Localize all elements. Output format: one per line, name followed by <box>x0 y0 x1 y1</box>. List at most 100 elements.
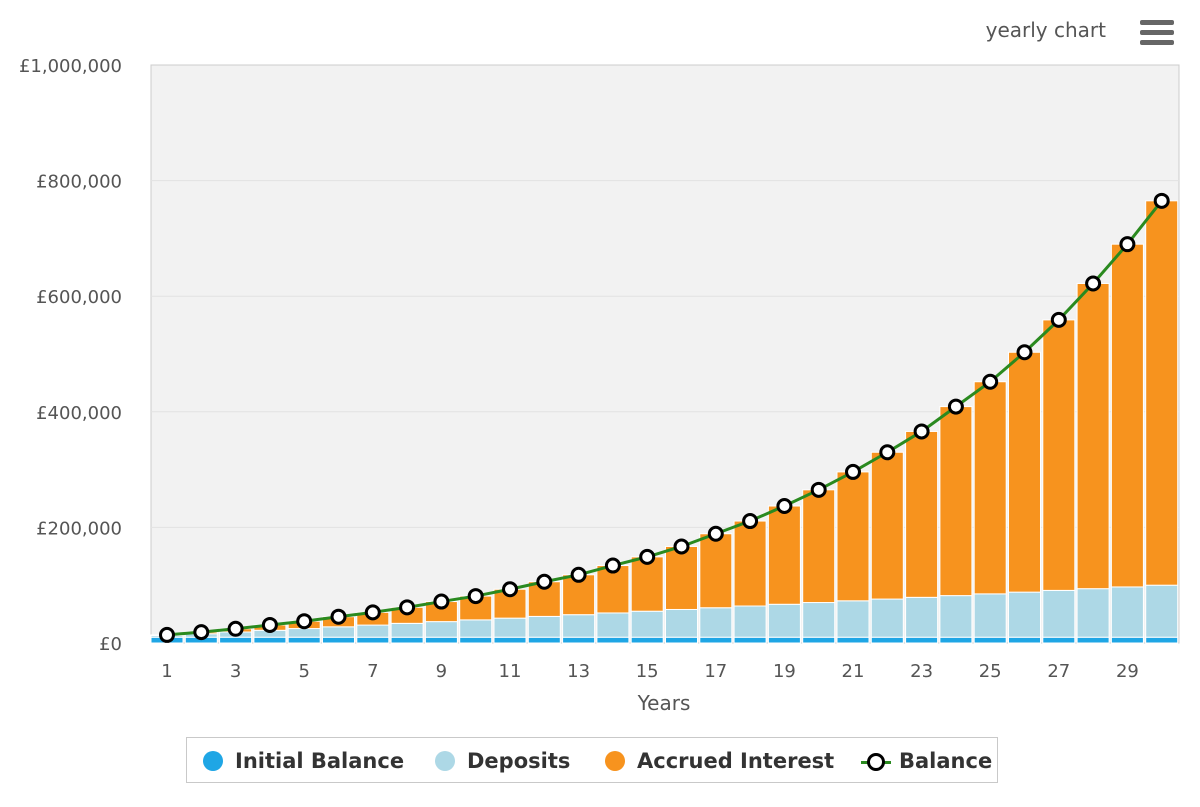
bar-deposits[interactable] <box>390 622 424 638</box>
bar-initial-balance[interactable] <box>562 636 596 644</box>
bar-deposits[interactable] <box>1042 589 1076 638</box>
bar-deposits[interactable] <box>699 607 733 638</box>
bar-initial-balance[interactable] <box>287 636 321 644</box>
bar-deposits[interactable] <box>802 602 836 638</box>
bar-initial-balance[interactable] <box>1008 636 1041 644</box>
bar-initial-balance[interactable] <box>219 636 253 644</box>
balance-point[interactable] <box>227 620 244 637</box>
bar-deposits[interactable] <box>596 612 630 638</box>
bar-deposits[interactable] <box>939 595 973 638</box>
hamburger-menu-icon[interactable] <box>1140 20 1174 48</box>
balance-point[interactable] <box>193 624 210 641</box>
bar-initial-balance[interactable] <box>802 636 836 644</box>
bar-initial-balance[interactable] <box>836 636 870 644</box>
bar-deposits[interactable] <box>1008 591 1041 638</box>
bar-deposits[interactable] <box>767 603 801 638</box>
bar-accrued-interest[interactable] <box>1008 351 1041 593</box>
bar-accrued-interest[interactable] <box>905 430 939 598</box>
bar-deposits[interactable] <box>493 617 527 638</box>
legend-item-initial-balance[interactable]: Initial Balance <box>203 749 404 773</box>
bar-initial-balance[interactable] <box>699 636 733 644</box>
balance-point[interactable] <box>913 423 930 440</box>
bar-deposits[interactable] <box>527 615 561 638</box>
bar-deposits[interactable] <box>322 626 355 638</box>
bar-initial-balance[interactable] <box>1076 636 1110 644</box>
balance-point[interactable] <box>742 513 759 530</box>
balance-point[interactable] <box>261 616 278 633</box>
bar-deposits[interactable] <box>973 593 1007 638</box>
bar-initial-balance[interactable] <box>733 636 767 644</box>
balance-point[interactable] <box>364 604 381 621</box>
balance-point[interactable] <box>1119 236 1136 253</box>
bar-initial-balance[interactable] <box>630 636 664 644</box>
balance-point[interactable] <box>776 498 793 515</box>
bar-deposits[interactable] <box>665 608 698 638</box>
balance-point[interactable] <box>1050 311 1067 328</box>
balance-point[interactable] <box>399 599 416 616</box>
bar-deposits[interactable] <box>836 600 870 638</box>
bar-accrued-interest[interactable] <box>699 533 733 609</box>
balance-point[interactable] <box>879 444 896 461</box>
legend-item-deposits[interactable]: Deposits <box>435 749 570 773</box>
balance-line[interactable] <box>159 192 1170 643</box>
bar-accrued-interest[interactable] <box>973 381 1007 595</box>
legend-item-accrued-interest[interactable]: Accrued Interest <box>605 749 834 773</box>
balance-point[interactable] <box>639 548 656 565</box>
bar-initial-balance[interactable] <box>253 636 287 644</box>
balance-point[interactable] <box>604 557 621 574</box>
balance-point[interactable] <box>330 608 347 625</box>
bar-initial-balance[interactable] <box>459 636 493 644</box>
bar-initial-balance[interactable] <box>939 636 973 644</box>
bar-deposits[interactable] <box>733 605 767 638</box>
bar-deposits[interactable] <box>905 596 939 638</box>
balance-point[interactable] <box>810 481 827 498</box>
bar-accrued-interest[interactable] <box>1076 282 1110 590</box>
balance-point[interactable] <box>947 398 964 415</box>
bar-deposits[interactable] <box>1145 584 1179 638</box>
bar-deposits[interactable] <box>356 624 390 638</box>
bar-initial-balance[interactable] <box>596 636 630 644</box>
balance-point[interactable] <box>982 373 999 390</box>
balance-point[interactable] <box>570 566 587 583</box>
bar-initial-balance[interactable] <box>1042 636 1076 644</box>
bar-initial-balance[interactable] <box>973 636 1007 644</box>
bar-deposits[interactable] <box>287 628 321 638</box>
bar-initial-balance[interactable] <box>665 636 698 644</box>
bar-deposits[interactable] <box>870 598 904 638</box>
balance-point[interactable] <box>845 463 861 480</box>
bar-initial-balance[interactable] <box>767 636 801 644</box>
bar-deposits[interactable] <box>1076 588 1110 638</box>
bar-initial-balance[interactable] <box>424 636 458 644</box>
bar-accrued-interest[interactable] <box>665 545 698 610</box>
bar-accrued-interest[interactable] <box>767 505 801 605</box>
balance-point[interactable] <box>296 613 313 630</box>
legend-item-balance[interactable]: Balance <box>861 749 992 773</box>
balance-point[interactable] <box>433 593 450 610</box>
bar-initial-balance[interactable] <box>870 636 904 644</box>
balance-point[interactable] <box>502 581 518 598</box>
bar-accrued-interest[interactable] <box>836 471 870 602</box>
bar-accrued-interest[interactable] <box>802 489 836 604</box>
bar-initial-balance[interactable] <box>1110 636 1144 644</box>
bar-initial-balance[interactable] <box>390 636 424 644</box>
bar-accrued-interest[interactable] <box>1042 319 1076 591</box>
balance-point[interactable] <box>467 588 484 605</box>
bar-accrued-interest[interactable] <box>1110 243 1144 588</box>
balance-point[interactable] <box>673 538 690 555</box>
bar-accrued-interest[interactable] <box>870 451 904 600</box>
bar-initial-balance[interactable] <box>1145 636 1179 644</box>
bar-initial-balance[interactable] <box>527 636 561 644</box>
balance-point[interactable] <box>536 573 553 590</box>
balance-point[interactable] <box>1016 344 1033 361</box>
bar-deposits[interactable] <box>1110 586 1144 638</box>
bar-initial-balance[interactable] <box>905 636 939 644</box>
bar-deposits[interactable] <box>562 614 596 638</box>
balance-point[interactable] <box>1153 192 1170 209</box>
bar-initial-balance[interactable] <box>493 636 527 644</box>
bar-deposits[interactable] <box>459 619 493 638</box>
bar-accrued-interest[interactable] <box>939 406 973 597</box>
balance-point[interactable] <box>707 525 724 542</box>
bar-accrued-interest[interactable] <box>1145 200 1179 586</box>
bar-deposits[interactable] <box>424 621 458 638</box>
bar-deposits[interactable] <box>630 610 664 638</box>
